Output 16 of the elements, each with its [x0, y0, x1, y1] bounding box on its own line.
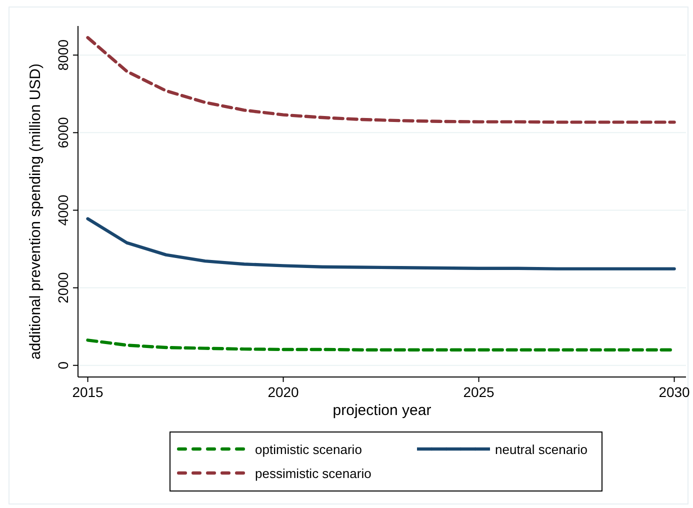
y-tick-label: 0: [55, 361, 71, 370]
legend-label: neutral scenario: [495, 442, 588, 457]
x-tick-label: 2015: [72, 384, 104, 400]
y-tick-label: 8000: [55, 39, 71, 71]
line-series: [86, 36, 676, 124]
x-tick-label: 2020: [268, 384, 300, 400]
line-series: [86, 217, 676, 270]
y-axis-title: additional prevention spending (million USD): [27, 64, 44, 360]
legend-label: pessimistic scenario: [255, 466, 372, 481]
x-tick-label: 2030: [658, 384, 690, 400]
x-tick-label: 2025: [463, 384, 495, 400]
y-tick-label: 6000: [55, 116, 71, 148]
y-tick-label: 2000: [55, 272, 71, 304]
legend-label: optimistic scenario: [255, 442, 362, 457]
y-tick-label: 4000: [55, 194, 71, 226]
x-axis-title: projection year: [332, 402, 432, 419]
